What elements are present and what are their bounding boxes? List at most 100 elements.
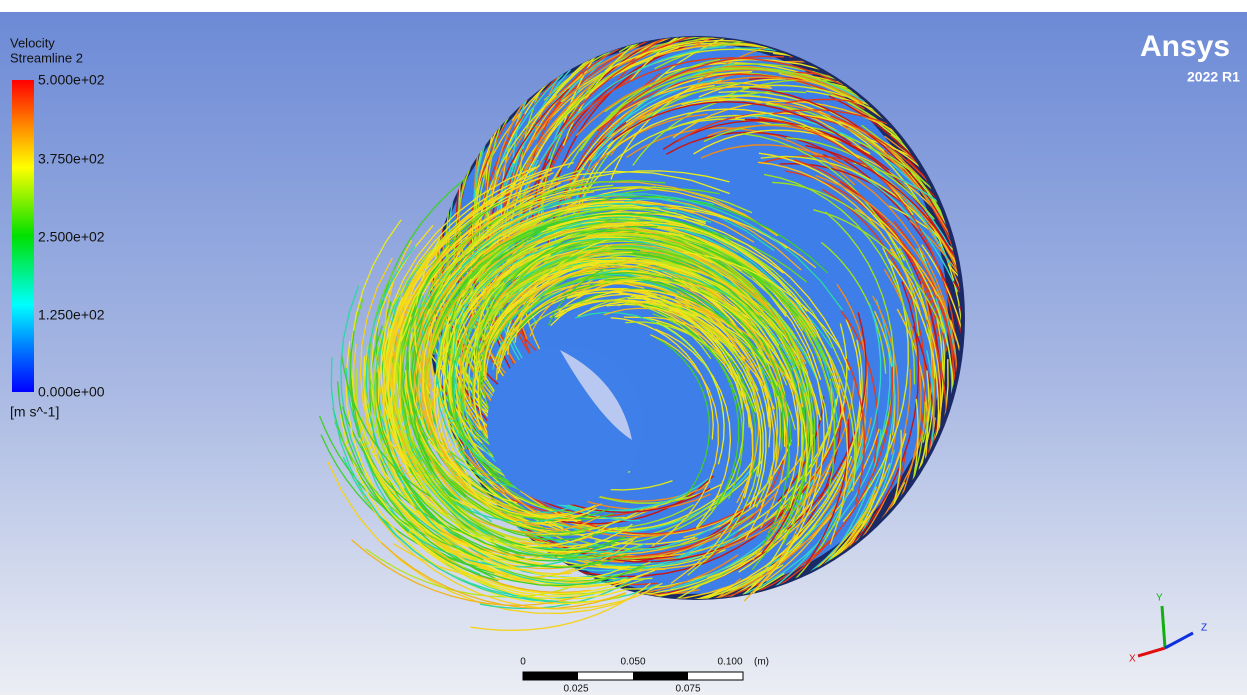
scale-label: 0 [520,657,526,668]
legend-label: 2.500e+02 [38,229,105,245]
streamline [803,418,850,569]
streamline [352,343,533,582]
streamline [610,317,714,440]
streamline [612,101,852,144]
scale-label: 0.025 [563,684,588,695]
streamline [822,189,927,460]
streamline [847,151,952,267]
streamline [652,335,711,498]
streamline [554,211,850,371]
streamline [842,247,909,522]
streamline [806,281,920,587]
streamline [606,108,860,159]
streamline [632,90,807,166]
streamline [821,242,887,374]
legend-subtitle: Streamline 2 [10,50,83,65]
streamline [345,341,606,597]
streamline [456,509,600,534]
streamline [408,532,642,595]
x-axis-arrow [1137,646,1166,658]
streamline [610,84,696,180]
streamline [351,539,584,607]
streamline [545,488,711,513]
streamline [445,521,611,548]
streamline [666,131,871,180]
streamline [493,288,647,365]
streamline [565,57,841,129]
streamline [847,101,961,402]
streamline [341,355,431,497]
hub-opening [560,350,632,440]
streamline [544,259,764,312]
streamline [394,341,566,556]
streamline [443,224,625,450]
streamline [411,215,618,472]
streamline [500,266,650,332]
streamline [584,207,816,269]
streamline [622,37,828,70]
streamline [693,129,871,155]
streamline [589,85,773,161]
streamline [334,421,465,552]
streamline [815,175,951,322]
streamline [707,124,830,137]
streamline [529,299,712,359]
streamline [643,316,775,410]
streamline [376,418,626,557]
logo-name: Ansys [1140,30,1230,63]
streamline [751,455,852,581]
streamline [461,193,843,311]
streamline [830,115,961,282]
streamline [424,542,591,593]
streamline [574,278,757,329]
streamline [577,300,746,360]
streamline [319,415,450,546]
streamline [503,520,814,599]
streamline [381,426,593,546]
streamline [519,490,743,536]
streamline [813,209,945,333]
streamline [476,225,658,353]
streamline [634,257,804,462]
streamline [632,67,865,102]
streamline [356,451,627,600]
streamline [352,472,644,610]
streamline [466,170,730,255]
y-axis-arrow [1160,605,1167,649]
streamline [402,261,467,498]
streamline [673,302,802,407]
streamline [659,311,740,507]
streamline [383,191,595,493]
streamline [445,286,517,486]
streamline [330,357,559,602]
streamline [426,308,533,529]
streamline [672,100,898,139]
streamline [768,366,894,593]
streamline [594,494,725,542]
legend-label: 0.000e+00 [38,384,105,400]
streamline [596,268,806,394]
streamline [400,306,505,538]
streamline [457,237,703,357]
streamline [415,447,646,561]
streamline [766,303,882,568]
streamline [337,381,499,582]
streamline [568,71,753,184]
streamline [622,290,775,540]
streamline [571,62,734,221]
streamline [690,289,808,483]
streamline [414,536,568,568]
scale-label: 0.050 [620,657,645,668]
streamline [805,144,961,338]
streamline [560,37,842,93]
streamline [550,81,771,183]
streamline [535,37,823,140]
legend-label: 5.000e+02 [38,72,105,88]
x-axis-label: X [1129,654,1136,665]
legend-title: Velocity [10,35,55,50]
streamline [760,155,940,240]
streamline [607,99,789,148]
streamline [618,293,745,401]
inner-streamlines [319,162,858,631]
